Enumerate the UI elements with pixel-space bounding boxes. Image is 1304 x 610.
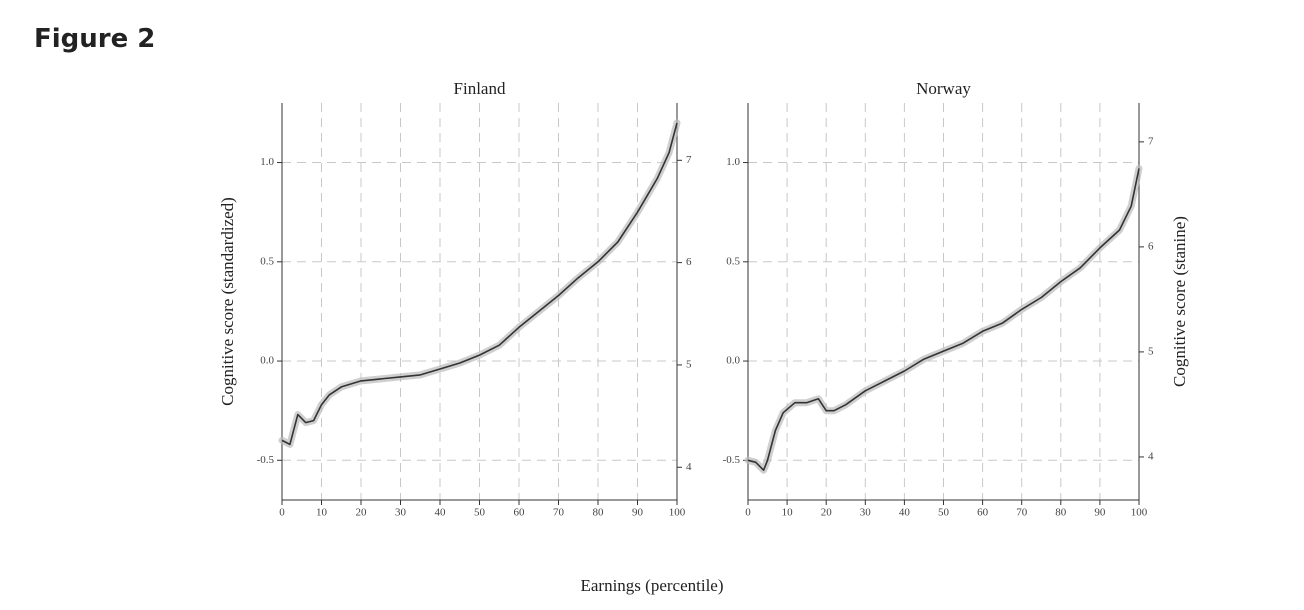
y-tick-label: -0.5	[257, 454, 275, 466]
x-tick-label: 0	[745, 507, 751, 519]
x-tick-label: 60	[514, 507, 526, 519]
y-tick-label: 0.0	[260, 355, 274, 367]
y2-axis-label: Cognitive score (stanine)	[1170, 216, 1189, 387]
x-tick-label: 0	[279, 507, 285, 519]
x-tick-label: 30	[395, 507, 407, 519]
x-tick-label: 90	[632, 507, 644, 519]
data-line	[281, 122, 678, 446]
data-line	[747, 168, 1140, 471]
y2-tick-label: 7	[1148, 135, 1154, 147]
y-tick-label: 0.5	[260, 255, 274, 267]
y2-tick-label: 6	[686, 256, 692, 268]
x-tick-label: 50	[474, 507, 486, 519]
chart-title: Norway	[916, 79, 971, 98]
chart-title: Finland	[454, 79, 506, 98]
y2-tick-label: 4	[686, 461, 692, 473]
y-tick-label: -0.5	[723, 454, 741, 466]
y-axis-label: Cognitive score (standardized)	[218, 197, 237, 406]
y-tick-label: 1.0	[260, 156, 274, 168]
y-tick-label: 1.0	[726, 156, 740, 168]
x-tick-label: 100	[669, 507, 686, 519]
x-tick-label: 30	[860, 507, 872, 519]
x-tick-label: 60	[977, 507, 989, 519]
y2-tick-label: 7	[686, 154, 692, 166]
x-tick-label: 50	[938, 507, 950, 519]
y2-tick-label: 5	[686, 358, 692, 370]
x-tick-label: 100	[1131, 507, 1148, 519]
x-tick-label: 40	[435, 507, 447, 519]
y2-tick-label: 4	[1148, 450, 1154, 462]
x-tick-label: 20	[821, 507, 833, 519]
y2-tick-label: 5	[1148, 345, 1154, 357]
x-tick-label: 70	[1016, 507, 1028, 519]
x-axis-label: Earnings (percentile)	[580, 576, 723, 595]
x-tick-label: 70	[553, 507, 565, 519]
x-tick-label: 10	[782, 507, 794, 519]
y2-tick-label: 6	[1148, 240, 1154, 252]
x-tick-label: 10	[316, 507, 328, 519]
x-tick-label: 20	[356, 507, 368, 519]
figure-heading: Figure 2	[34, 24, 156, 54]
x-tick-label: 90	[1094, 507, 1106, 519]
x-tick-label: 40	[899, 507, 911, 519]
x-tick-label: 80	[1055, 507, 1067, 519]
x-tick-label: 80	[593, 507, 605, 519]
y-tick-label: 0.5	[726, 255, 740, 267]
y-tick-label: 0.0	[726, 355, 740, 367]
